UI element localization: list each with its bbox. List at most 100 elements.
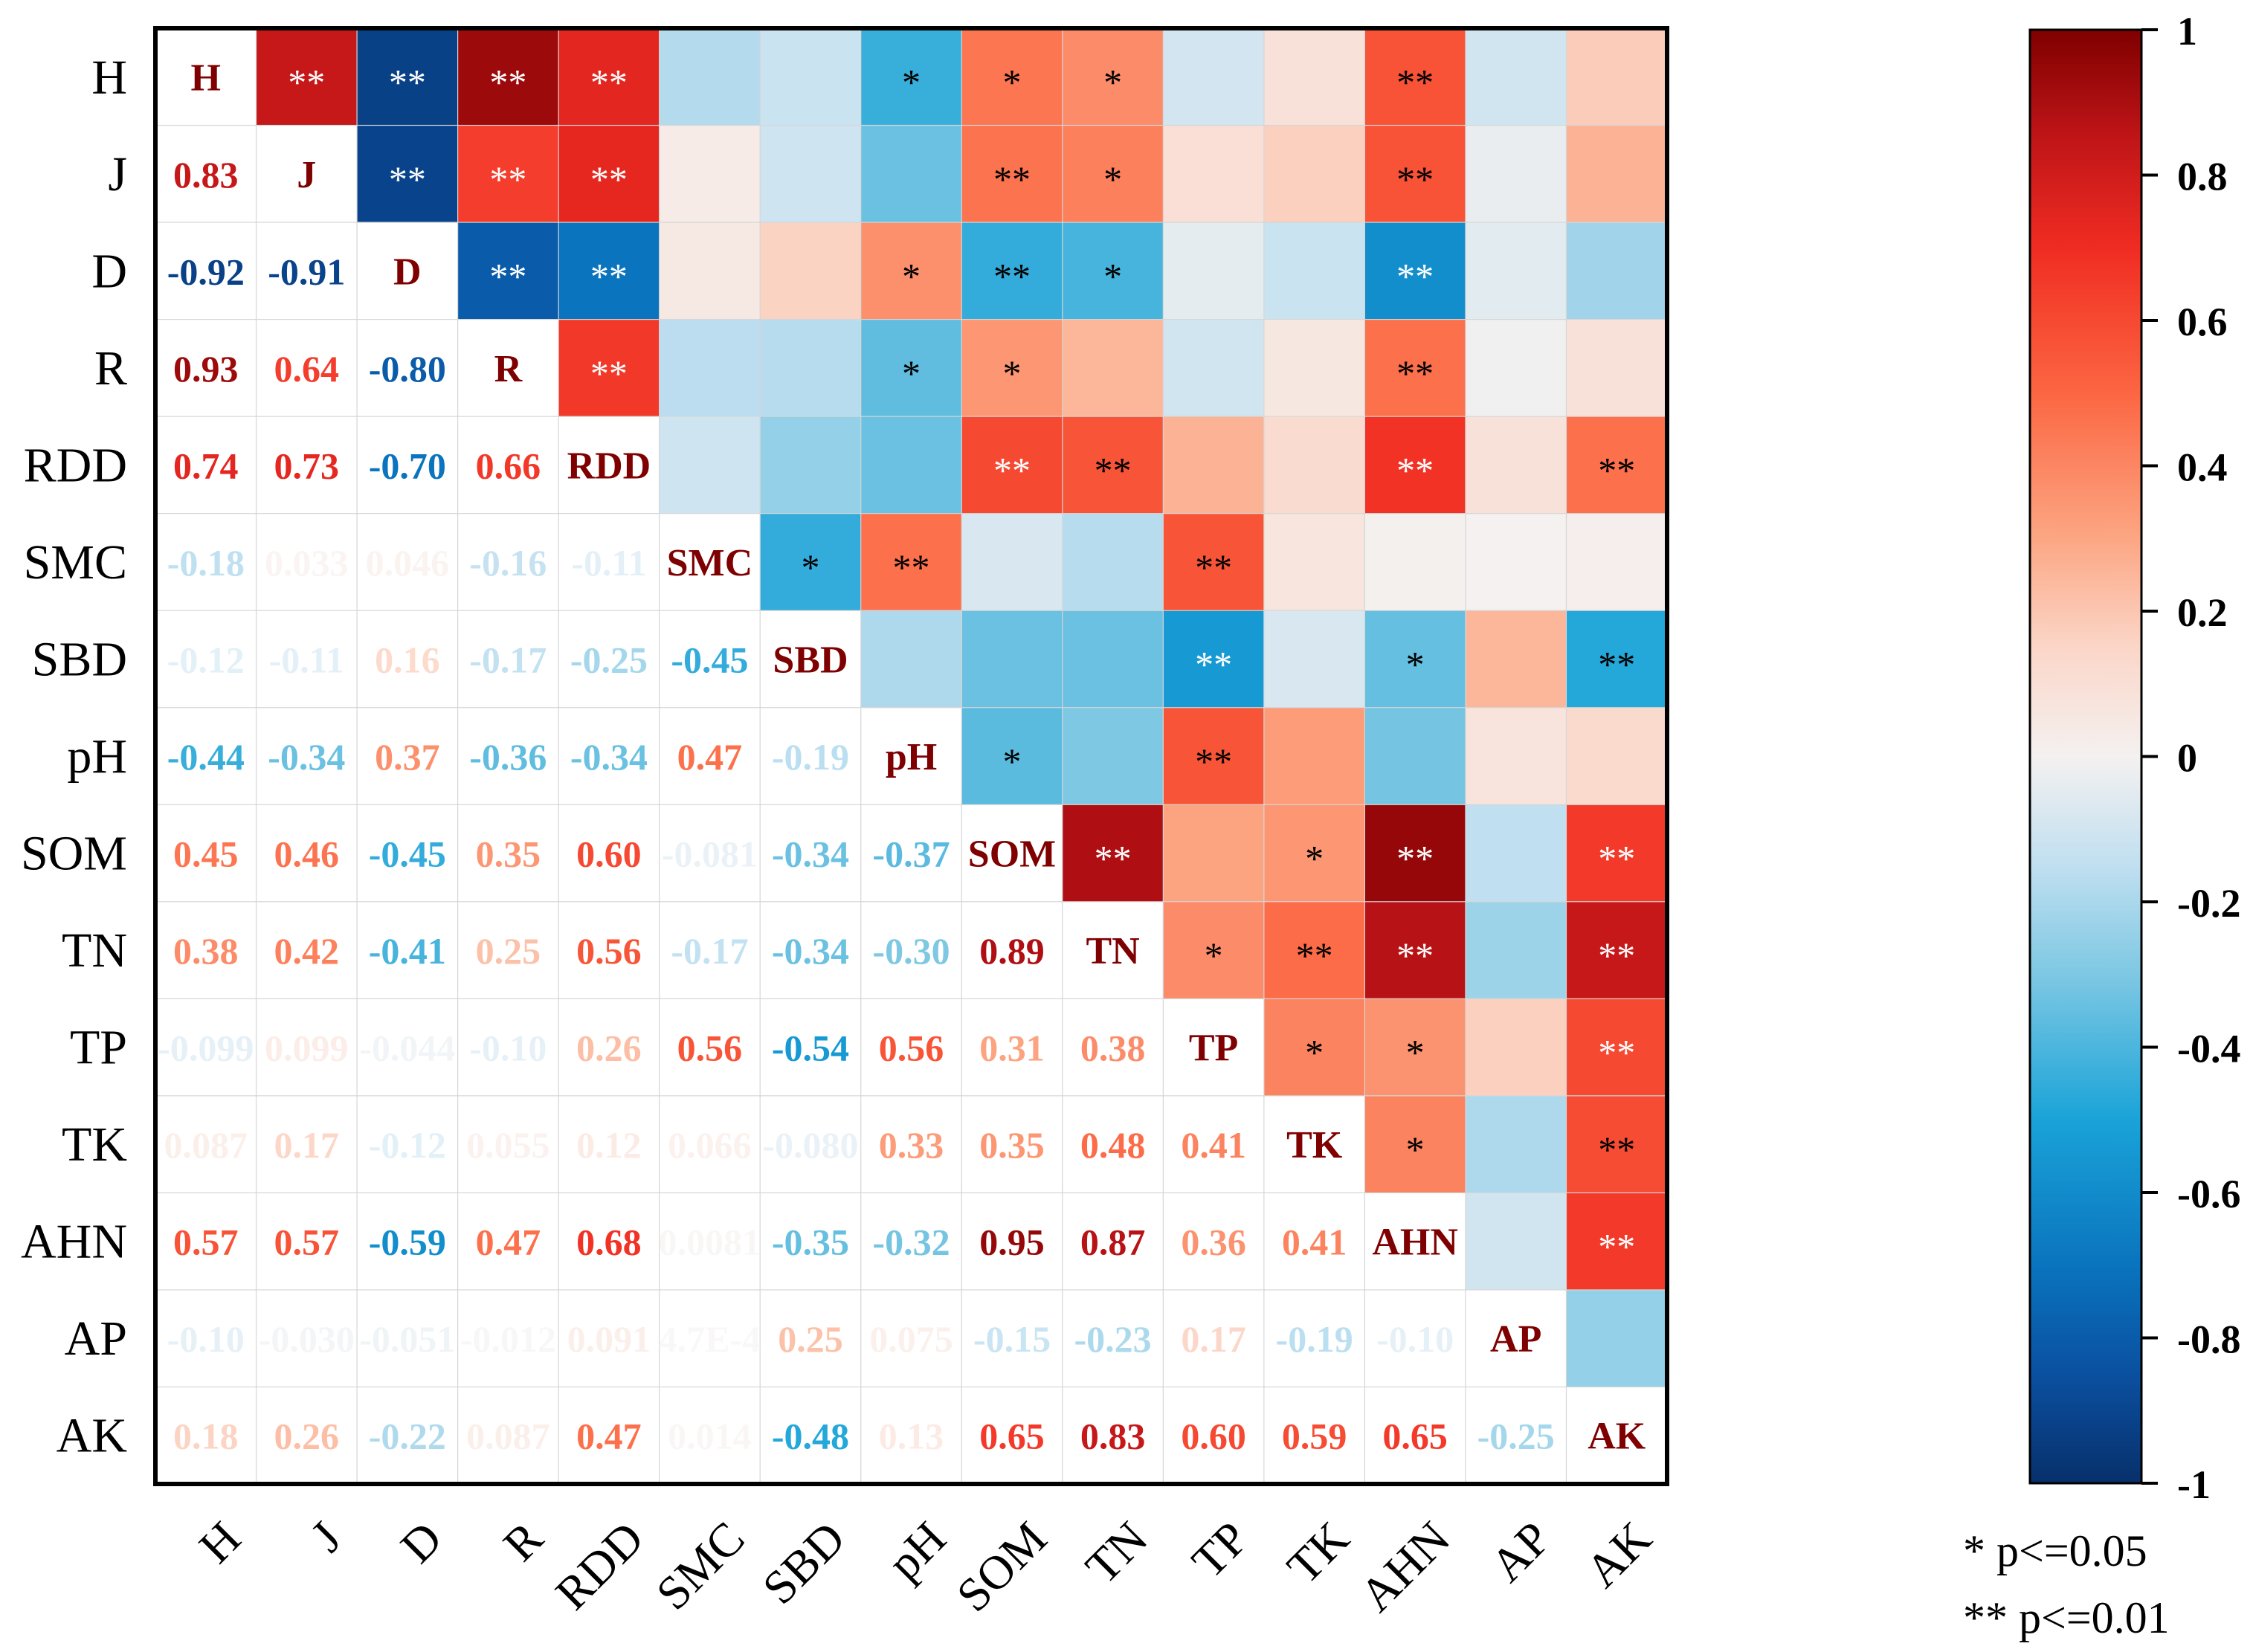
significance-TK-AK: ** <box>1598 1129 1635 1170</box>
cell-TP-SBD <box>759 998 862 1097</box>
significance-D-pH: * <box>902 255 921 297</box>
cell-SOM-AK <box>1565 804 1669 903</box>
corr-value-SOM-D: -0.45 <box>369 833 446 875</box>
cell-RDD-pH <box>860 416 963 514</box>
significance-pH-SOM: * <box>1003 741 1022 782</box>
cell-AK-D <box>356 1386 459 1485</box>
cell-D-SMC <box>659 222 761 320</box>
row-label-SOM: SOM <box>21 827 127 881</box>
diagonal-label-R: R <box>494 348 523 390</box>
corr-value-TK-J: 0.17 <box>274 1124 340 1166</box>
significance-SMC-TP: ** <box>1195 546 1232 588</box>
significance-SOM-AK: ** <box>1598 838 1635 880</box>
corr-value-AK-TP: 0.60 <box>1181 1416 1246 1457</box>
row-label-TN: TN <box>62 923 127 978</box>
corr-value-TK-TN: 0.48 <box>1080 1124 1146 1166</box>
cell-SMC-R <box>457 513 560 612</box>
cell-D-AHN <box>1364 222 1467 320</box>
corr-value-TK-SMC: 0.066 <box>668 1124 752 1166</box>
cell-TK-H <box>155 1095 257 1194</box>
significance-J-SOM: ** <box>993 158 1031 200</box>
colorbar-tick-label: 0.4 <box>2177 445 2228 490</box>
cell-SBD-RDD <box>558 610 660 709</box>
cell-AP-SBD <box>759 1289 862 1388</box>
corr-value-AP-SMC: 4.7E-4 <box>659 1318 761 1360</box>
colorbar-tick-label: 1 <box>2177 9 2197 54</box>
col-label-AK: AK <box>1576 1511 1662 1598</box>
row-label-H: H <box>91 50 127 104</box>
corr-value-AHN-SMC: 0.0081 <box>659 1222 761 1263</box>
significance-J-TN: * <box>1103 158 1122 200</box>
significance-TP-TK: * <box>1305 1032 1324 1074</box>
cell-J-pH <box>860 124 963 224</box>
cell-AP-TP <box>1162 1289 1266 1388</box>
cell-TN-SMC <box>659 901 761 1000</box>
cell-RDD-AK <box>1565 416 1669 514</box>
cell-J-AP <box>1465 124 1567 224</box>
colorbar-tick-label: -0.6 <box>2177 1172 2240 1216</box>
cell-SOM-AP <box>1465 804 1567 903</box>
corr-value-SMC-D: 0.046 <box>366 542 450 584</box>
cell-SMC-TK <box>1263 513 1366 612</box>
cell-H-SBD <box>759 28 862 126</box>
cell-TK-pH <box>860 1095 963 1194</box>
cell-TP-R <box>457 998 560 1097</box>
cell-SBD-AHN <box>1364 610 1467 709</box>
significance-SBD-AHN: * <box>1406 643 1425 685</box>
cell-R-TK <box>1263 319 1366 418</box>
corr-value-SOM-H: 0.45 <box>173 833 239 875</box>
cell-R-AK <box>1565 319 1669 418</box>
corr-value-AP-SOM: -0.15 <box>973 1318 1051 1360</box>
cell-TP-J <box>255 998 358 1097</box>
corr-value-AP-AHN: -0.10 <box>1376 1318 1454 1360</box>
significance-SMC-pH: ** <box>893 546 930 588</box>
cell-pH-RDD <box>558 707 660 806</box>
corr-value-TN-R: 0.25 <box>476 930 541 972</box>
corr-value-AP-pH: 0.075 <box>869 1318 953 1360</box>
significance-H-SOM: * <box>1003 61 1022 103</box>
significance-H-TN: * <box>1103 61 1122 103</box>
diagonal-label-AHN: AHN <box>1372 1222 1458 1264</box>
corr-value-TP-SOM: 0.31 <box>979 1027 1045 1069</box>
cell-SMC-SOM <box>961 513 1064 612</box>
col-label-SOM: SOM <box>947 1511 1057 1622</box>
diagonal-label-AK: AK <box>1588 1416 1646 1458</box>
corr-value-AK-AP: -0.25 <box>1477 1416 1555 1457</box>
corr-value-AHN-RDD: 0.68 <box>576 1222 642 1263</box>
significance-R-SOM: * <box>1003 352 1022 394</box>
corr-value-SMC-R: -0.16 <box>469 542 547 584</box>
cell-AP-SOM <box>961 1289 1064 1388</box>
corr-value-AP-TP: 0.17 <box>1181 1318 1246 1360</box>
corr-value-AHN-TN: 0.87 <box>1080 1222 1146 1263</box>
cell-RDD-H <box>155 416 257 514</box>
corr-value-AP-D: -0.051 <box>359 1318 455 1360</box>
cell-SOM-RDD <box>558 804 660 903</box>
cell-SBD-R <box>457 610 560 709</box>
cell-TK-TK <box>1263 1095 1366 1194</box>
cell-R-SMC <box>659 319 761 418</box>
cell-AP-TK <box>1263 1289 1366 1388</box>
cell-H-AK <box>1565 28 1669 126</box>
diagonal-label-TP: TP <box>1189 1027 1238 1070</box>
cell-AK-AHN <box>1364 1386 1467 1485</box>
row-label-AK: AK <box>57 1409 127 1463</box>
significance-TN-AK: ** <box>1598 935 1635 976</box>
corr-value-SMC-RDD: -0.11 <box>571 542 646 584</box>
cell-D-TN <box>1062 222 1164 320</box>
cell-R-AP <box>1465 319 1567 418</box>
cell-SMC-AP <box>1465 513 1567 612</box>
cell-J-AHN <box>1364 124 1467 224</box>
heatmap-cells <box>155 28 1669 1485</box>
colorbar-tick-label: 0 <box>2177 736 2197 781</box>
cell-SMC-H <box>155 513 257 612</box>
cell-AK-AK <box>1565 1386 1669 1485</box>
cell-SBD-SMC <box>659 610 761 709</box>
cell-pH-pH <box>860 707 963 806</box>
cell-SOM-R <box>457 804 560 903</box>
corr-value-AP-H: -0.10 <box>167 1318 245 1360</box>
cell-H-pH <box>860 28 963 126</box>
cell-J-J <box>255 124 358 224</box>
cell-SBD-AP <box>1465 610 1567 709</box>
cell-TP-SOM <box>961 998 1064 1097</box>
